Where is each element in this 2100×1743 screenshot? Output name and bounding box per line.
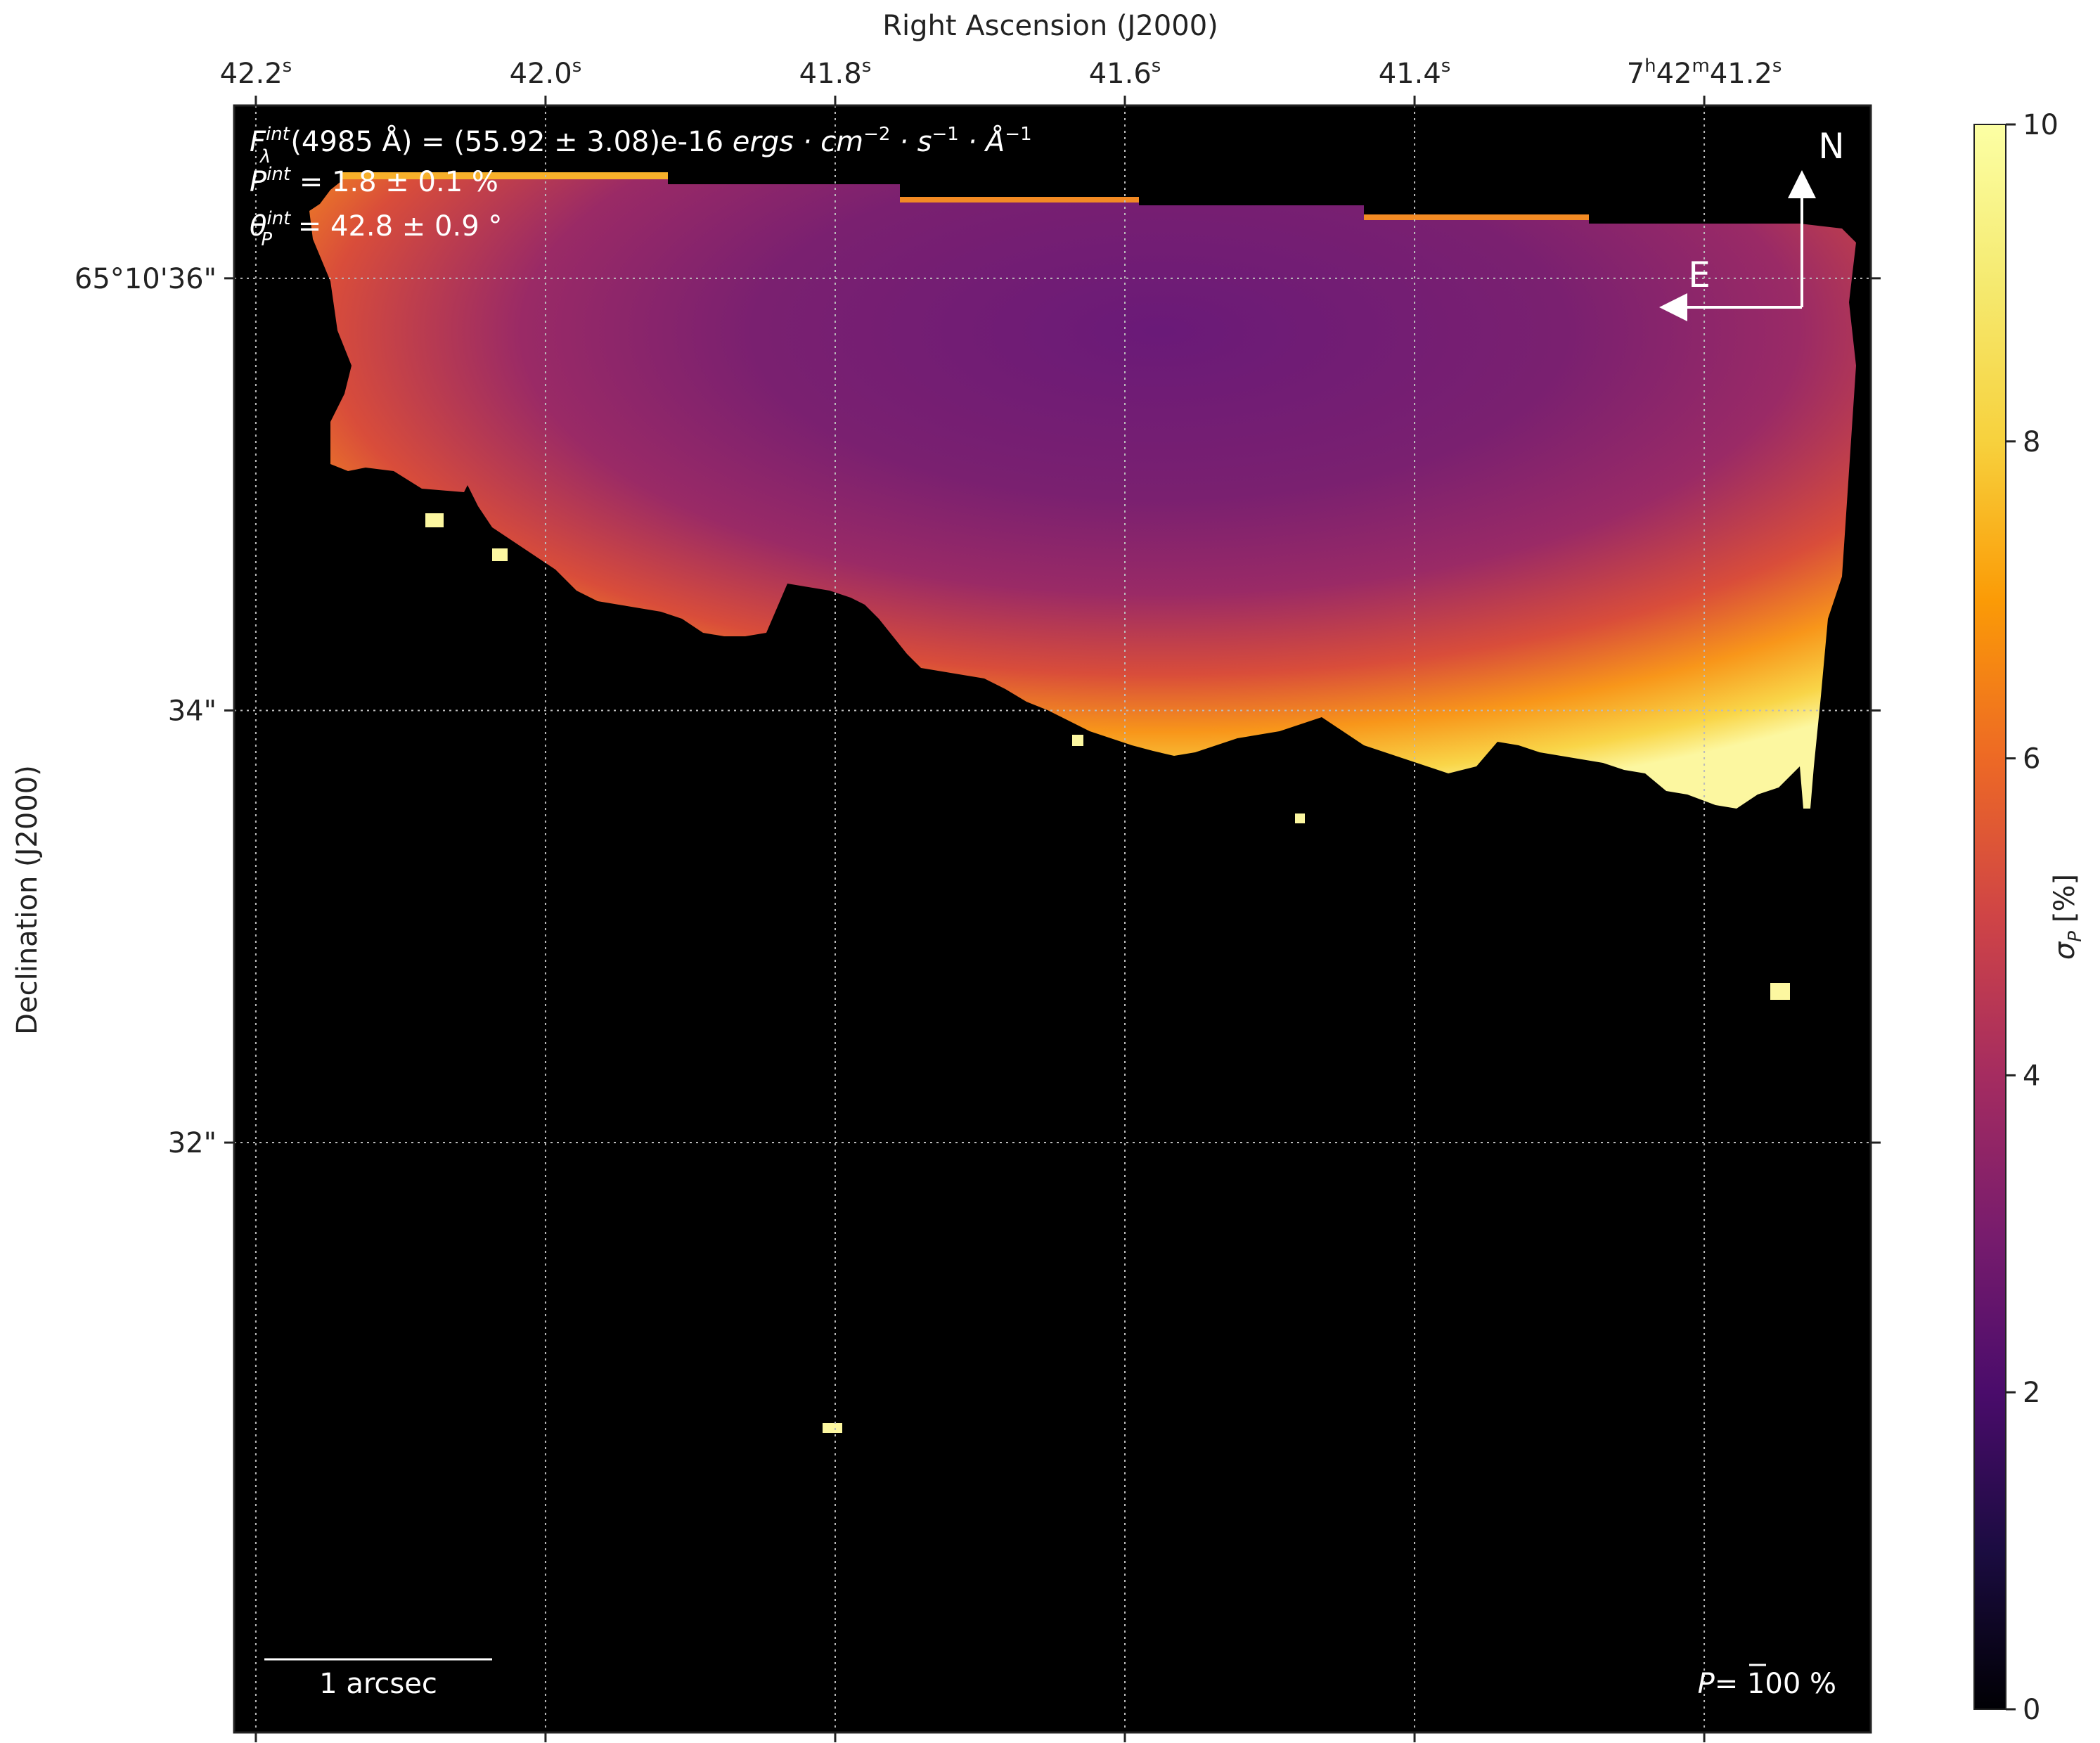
sigma-p-map <box>309 172 1856 1433</box>
emission-region <box>309 172 1856 809</box>
colorbar-ticks: 0 2 4 6 8 10 <box>2006 109 2059 1726</box>
axes-frame <box>233 104 1872 1734</box>
colorbar-tick-label: 4 <box>2023 1060 2040 1092</box>
x-tick-label: 7h42m41.2s <box>1627 56 1782 90</box>
top-edge-fringe <box>341 172 668 179</box>
colorbar-tick-label: 2 <box>2023 1377 2040 1409</box>
x-axis-ticks: 42.2s 42.0s 41.8s 41.6s 41.4s 7h42m41.2s <box>220 56 1782 1742</box>
isolated-pixel <box>1770 983 1790 1000</box>
isolated-pixel <box>1295 813 1305 823</box>
compass-north-label: N <box>1818 126 1844 167</box>
x-tick-label: 41.4s <box>1379 56 1451 90</box>
x-tick-label: 41.8s <box>799 56 872 90</box>
x-tick-label: 42.0s <box>510 56 582 90</box>
isolated-pixel <box>425 513 444 527</box>
isolated-pixel <box>823 1423 842 1433</box>
x-tick-label: 42.2s <box>220 56 292 90</box>
colorbar-tick-label: 0 <box>2023 1694 2040 1726</box>
compass-east-label: E <box>1688 255 1711 295</box>
top-edge-fringe <box>900 197 1139 202</box>
y-axis-label: Declination (J2000) <box>11 765 44 1035</box>
flux-annotation: Fint λ (4985 Å) = (55.92 ± 3.08)e-16 ergs … <box>250 124 1032 167</box>
vector-scale-label: P= 100 % <box>1698 1668 1836 1700</box>
angle-annotation: θint P = 42.8 ± 0.9 ° <box>250 208 502 250</box>
y-tick-label: 34" <box>168 695 217 727</box>
colorbar-label: σP[%] <box>2049 874 2086 960</box>
isolated-pixel <box>492 548 508 561</box>
x-axis-label: Right Ascension (J2000) <box>882 10 1218 42</box>
colorbar-tick-label: 6 <box>2023 743 2040 776</box>
colorbar <box>1973 124 2006 1710</box>
x-tick-label: 41.6s <box>1089 56 1161 90</box>
y-axis-ticks: 65°10'36" 34" 32" <box>75 263 1881 1159</box>
top-edge-fringe <box>1364 214 1589 220</box>
colorbar-tick-label: 10 <box>2023 109 2059 141</box>
compass: N E <box>1659 126 1845 321</box>
colorbar-tick-label: 8 <box>2023 426 2040 458</box>
scale-bar-label: 1 arcsec <box>319 1668 437 1700</box>
y-tick-label: 32" <box>168 1127 217 1159</box>
grid-lines <box>234 105 1871 1732</box>
polarization-annotation: Pint = 1.8 ± 0.1 % <box>250 164 498 198</box>
y-tick-label: 65°10'36" <box>75 263 217 295</box>
isolated-pixel <box>1072 735 1083 746</box>
